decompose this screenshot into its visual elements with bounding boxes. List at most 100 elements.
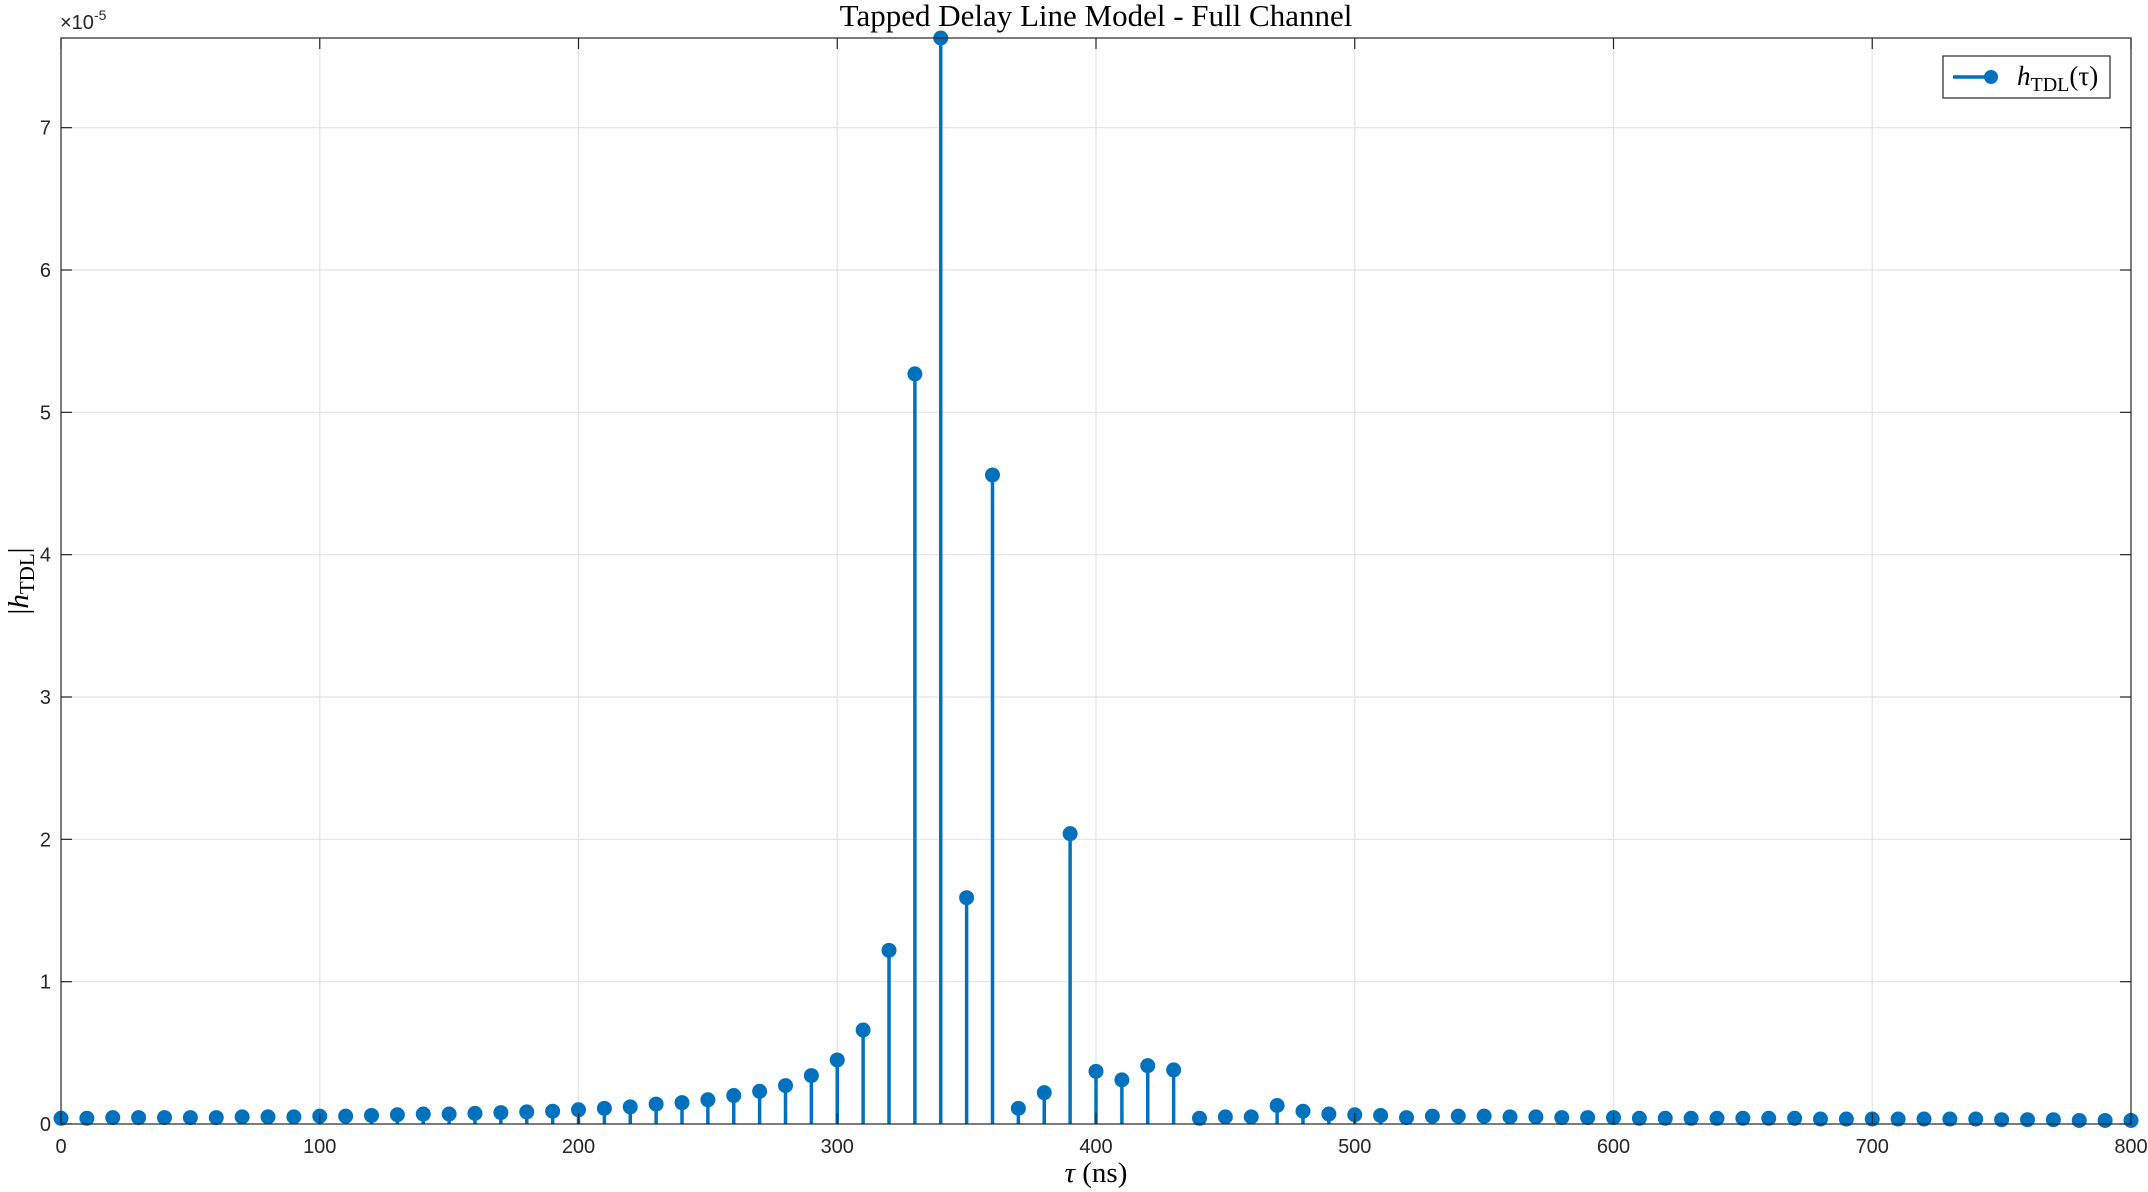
- y-axis-exponent: ×10-5: [60, 7, 107, 34]
- stem-marker: [1114, 1072, 1130, 1088]
- legend-symbol: h: [2017, 61, 2031, 91]
- stem-marker: [1373, 1107, 1389, 1123]
- stem-marker: [441, 1106, 457, 1122]
- stem-marker: [700, 1092, 716, 1108]
- legend: hTDL(τ): [1942, 55, 2111, 99]
- y-tick-label: 6: [40, 260, 51, 282]
- stem-marker: [389, 1107, 405, 1123]
- stem-marker: [907, 366, 923, 382]
- stem-marker: [364, 1107, 379, 1123]
- stem-marker: [519, 1104, 535, 1120]
- stem-marker: [1994, 1112, 2010, 1128]
- stem-marker: [182, 1110, 198, 1126]
- stem-marker: [338, 1108, 354, 1124]
- stem-marker: [415, 1106, 431, 1122]
- stem-marker: [1062, 826, 1078, 842]
- stem-marker: [1192, 1110, 1207, 1126]
- stem-marker: [1217, 1109, 1233, 1125]
- stem-marker: [1735, 1110, 1751, 1126]
- stem-marker: [1761, 1110, 1777, 1126]
- stem-marker: [752, 1083, 768, 1099]
- legend-dot-marker: [1984, 70, 1998, 84]
- y-tick-label: 0: [40, 1114, 51, 1136]
- stem-marker: [648, 1096, 664, 1112]
- stem-marker: [1838, 1111, 1854, 1127]
- x-tick-label: 700: [1856, 1136, 1889, 1158]
- x-tick-label: 300: [821, 1136, 854, 1158]
- stem-marker: [1657, 1110, 1673, 1126]
- axis-ticks: 0 100 200 300 400 500 600 700 800 0 1 2 3 4 5 6 7: [40, 38, 2148, 1158]
- y-axis-symbol: h: [3, 594, 35, 609]
- legend-entry-label: hTDL(τ): [2017, 61, 2098, 96]
- stem-marker: [622, 1099, 638, 1115]
- stem-marker: [1631, 1110, 1647, 1126]
- x-axis-symbol: τ: [1065, 1157, 1077, 1189]
- stem-marker: [286, 1109, 302, 1125]
- stem-marker: [1243, 1109, 1259, 1125]
- stem-marker: [208, 1110, 224, 1126]
- chart-title: Tapped Delay Line Model - Full Channel: [840, 0, 1353, 33]
- x-tick-label: 600: [1597, 1136, 1630, 1158]
- stem-marker: [674, 1095, 690, 1111]
- stem-marker: [1399, 1110, 1414, 1126]
- stem-marker: [131, 1110, 147, 1126]
- x-tick-label: 0: [55, 1136, 66, 1158]
- stem-marker: [1476, 1108, 1492, 1124]
- y-axis-subscript: TDL: [15, 553, 39, 594]
- stem-marker: [1916, 1111, 1932, 1127]
- stem-marker: [829, 1052, 845, 1068]
- stem-marker: [2097, 1112, 2113, 1128]
- stem-marker: [1424, 1108, 1440, 1124]
- stem-marker: [1010, 1100, 1026, 1116]
- legend-argument: (τ): [2069, 61, 2098, 91]
- stem-marker: [1968, 1111, 1984, 1127]
- stem-marker: [1269, 1097, 1285, 1113]
- x-axis-label: τ (ns): [1065, 1157, 1128, 1189]
- stem-marker: [157, 1110, 172, 1126]
- stem-marker: [1813, 1111, 1828, 1127]
- x-axis-unit: (ns): [1075, 1157, 1127, 1189]
- stem-marker: [1787, 1110, 1803, 1126]
- y-tick-label: 4: [40, 545, 51, 567]
- stem-marker: [1140, 1058, 1156, 1074]
- x-tick-label: 800: [2114, 1136, 2147, 1158]
- stem-marker: [2045, 1112, 2061, 1128]
- stem-marker: [1683, 1110, 1699, 1126]
- stem-marker: [1942, 1111, 1958, 1127]
- stem-marker: [596, 1100, 612, 1116]
- stem-marker: [1295, 1103, 1311, 1119]
- x-tick-label: 200: [562, 1136, 595, 1158]
- y-tick-label: 5: [40, 402, 51, 424]
- x-tick-label: 100: [303, 1136, 336, 1158]
- stem-marker: [1321, 1106, 1337, 1122]
- stem-marker: [1580, 1110, 1596, 1126]
- stem-marker: [881, 942, 897, 958]
- y-axis-label: |hTDL|: [3, 548, 39, 615]
- legend-subscript: TDL: [2031, 74, 2070, 96]
- x-tick-label: 500: [1338, 1136, 1371, 1158]
- stem-marker: [260, 1109, 276, 1125]
- stem-marker: [1709, 1110, 1725, 1126]
- stem-marker: [79, 1110, 95, 1126]
- stem-marker: [493, 1105, 509, 1121]
- stem-marker: [803, 1068, 819, 1084]
- stem-marker: [1036, 1085, 1052, 1101]
- stem-marker: [855, 1022, 871, 1038]
- stem-marker: [1528, 1109, 1544, 1125]
- y-axis-close-bar: |: [3, 548, 35, 554]
- stem-marker: [778, 1078, 793, 1094]
- stem-marker: [545, 1103, 561, 1119]
- stem-marker: [1502, 1109, 1518, 1125]
- y-tick-label: 2: [40, 829, 51, 851]
- stem-marker: [571, 1102, 586, 1118]
- stem-marker: [985, 467, 1000, 483]
- y-exponent-power: -5: [94, 7, 107, 23]
- stem-marker: [1890, 1111, 1906, 1127]
- stem-marker: [105, 1110, 121, 1126]
- stem-marker: [959, 890, 975, 906]
- stem-marker: [1554, 1110, 1570, 1126]
- y-exponent-base: ×10: [60, 12, 94, 34]
- stem-marker: [1450, 1108, 1466, 1124]
- y-tick-label: 3: [40, 687, 51, 709]
